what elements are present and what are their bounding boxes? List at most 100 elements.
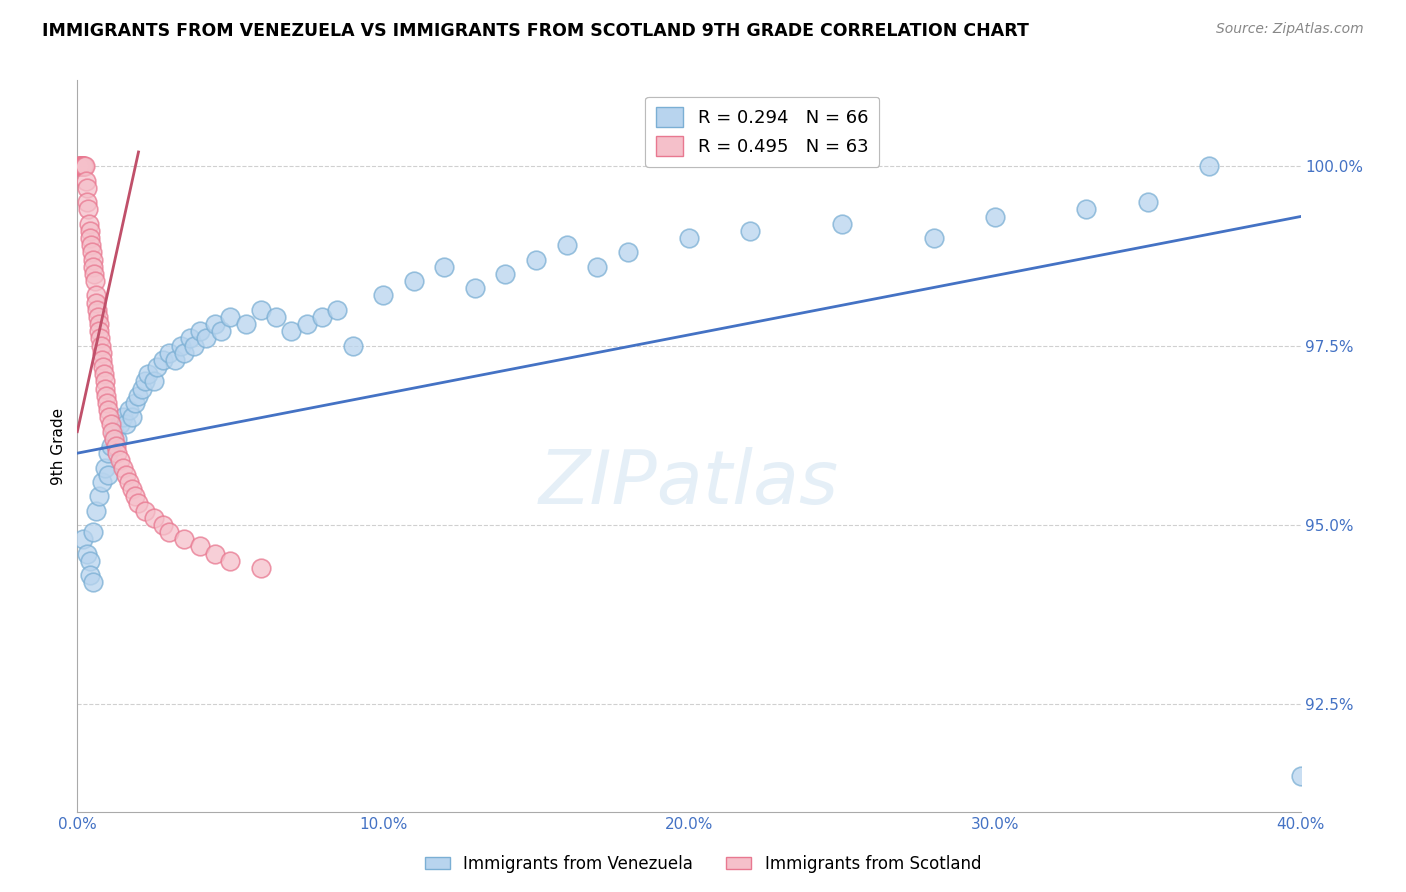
Point bbox=[115, 417, 138, 432]
Point bbox=[1198, 159, 1220, 173]
Point bbox=[115, 467, 138, 482]
Point bbox=[70, 159, 93, 173]
Point bbox=[984, 210, 1007, 224]
Point bbox=[105, 446, 128, 460]
Point bbox=[342, 338, 364, 352]
Point bbox=[112, 460, 135, 475]
Point bbox=[311, 310, 333, 324]
Point bbox=[77, 202, 100, 217]
Point bbox=[433, 260, 456, 274]
Point bbox=[75, 174, 97, 188]
Point bbox=[69, 159, 91, 173]
Point bbox=[72, 159, 94, 173]
Point bbox=[555, 238, 578, 252]
Point bbox=[134, 375, 156, 389]
Point bbox=[82, 575, 104, 590]
Point bbox=[84, 503, 107, 517]
Point bbox=[70, 159, 93, 173]
Point bbox=[72, 159, 94, 173]
Point bbox=[250, 302, 273, 317]
Point bbox=[94, 460, 117, 475]
Point bbox=[93, 368, 115, 382]
Point bbox=[188, 540, 211, 554]
Point bbox=[1076, 202, 1098, 217]
Point bbox=[89, 331, 111, 345]
Point bbox=[142, 375, 165, 389]
Point bbox=[86, 302, 108, 317]
Point bbox=[83, 267, 105, 281]
Point bbox=[831, 217, 853, 231]
Point bbox=[740, 224, 762, 238]
Point bbox=[1289, 769, 1312, 783]
Point bbox=[97, 467, 120, 482]
Point bbox=[94, 382, 117, 396]
Point bbox=[118, 475, 141, 489]
Point bbox=[84, 295, 107, 310]
Point bbox=[96, 396, 118, 410]
Point bbox=[73, 159, 96, 173]
Point bbox=[165, 353, 187, 368]
Point bbox=[72, 533, 94, 547]
Point bbox=[326, 302, 349, 317]
Point bbox=[464, 281, 486, 295]
Point bbox=[79, 231, 101, 245]
Point bbox=[134, 503, 156, 517]
Point bbox=[80, 245, 103, 260]
Point bbox=[402, 274, 425, 288]
Legend: Immigrants from Venezuela, Immigrants from Scotland: Immigrants from Venezuela, Immigrants fr… bbox=[418, 848, 988, 880]
Point bbox=[371, 288, 394, 302]
Point bbox=[173, 345, 195, 359]
Text: IMMIGRANTS FROM VENEZUELA VS IMMIGRANTS FROM SCOTLAND 9TH GRADE CORRELATION CHAR: IMMIGRANTS FROM VENEZUELA VS IMMIGRANTS … bbox=[42, 22, 1029, 40]
Point bbox=[91, 360, 114, 375]
Point bbox=[142, 510, 165, 524]
Point bbox=[67, 159, 90, 173]
Point bbox=[82, 260, 104, 274]
Point bbox=[136, 368, 159, 382]
Point bbox=[209, 324, 232, 338]
Point bbox=[103, 432, 125, 446]
Y-axis label: 9th Grade: 9th Grade bbox=[51, 408, 66, 484]
Point bbox=[87, 310, 110, 324]
Point bbox=[104, 439, 127, 453]
Point bbox=[250, 561, 273, 575]
Point bbox=[118, 403, 141, 417]
Point bbox=[103, 425, 125, 439]
Point bbox=[79, 224, 101, 238]
Point bbox=[152, 353, 174, 368]
Point bbox=[264, 310, 287, 324]
Point bbox=[280, 324, 302, 338]
Point bbox=[121, 410, 143, 425]
Point bbox=[157, 524, 180, 539]
Point bbox=[295, 317, 318, 331]
Point bbox=[98, 410, 121, 425]
Text: Source: ZipAtlas.com: Source: ZipAtlas.com bbox=[1216, 22, 1364, 37]
Point bbox=[157, 345, 180, 359]
Point bbox=[179, 331, 201, 345]
Point bbox=[586, 260, 609, 274]
Point bbox=[91, 353, 114, 368]
Point bbox=[235, 317, 257, 331]
Point bbox=[108, 453, 131, 467]
Point bbox=[77, 217, 100, 231]
Point bbox=[90, 345, 112, 359]
Point bbox=[121, 482, 143, 496]
Point bbox=[87, 317, 110, 331]
Point bbox=[183, 338, 205, 352]
Point bbox=[100, 439, 122, 453]
Point bbox=[94, 375, 117, 389]
Point bbox=[922, 231, 945, 245]
Point bbox=[105, 432, 128, 446]
Point bbox=[82, 524, 104, 539]
Point bbox=[131, 382, 153, 396]
Point bbox=[97, 446, 120, 460]
Point bbox=[128, 389, 150, 403]
Point bbox=[101, 425, 124, 439]
Point bbox=[69, 159, 91, 173]
Point bbox=[146, 360, 169, 375]
Point bbox=[124, 489, 146, 503]
Point bbox=[678, 231, 700, 245]
Point bbox=[152, 517, 174, 532]
Point bbox=[524, 252, 547, 267]
Point bbox=[219, 554, 242, 568]
Point bbox=[108, 417, 131, 432]
